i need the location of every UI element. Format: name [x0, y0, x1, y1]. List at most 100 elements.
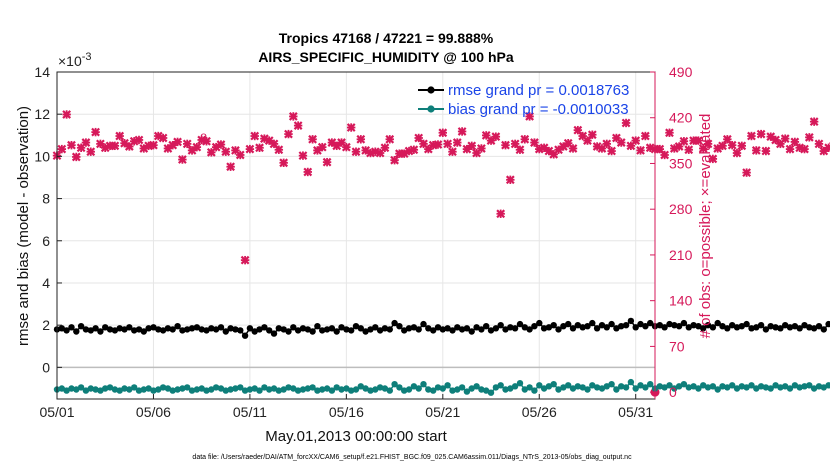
obs-evaluated-point — [438, 128, 448, 138]
bias-point — [531, 387, 538, 394]
bias-point — [92, 386, 99, 393]
bias-point — [405, 386, 413, 393]
bias-point — [810, 385, 818, 392]
rmse-point — [671, 322, 678, 329]
obs-evaluated-point — [221, 147, 231, 157]
bias-point — [135, 387, 143, 394]
bias-point — [357, 383, 364, 390]
obs-evaluated-point — [732, 148, 742, 158]
rmse-point — [261, 324, 268, 331]
bias-point — [767, 385, 774, 392]
rmse-point — [560, 323, 567, 330]
rmse-point — [545, 324, 553, 331]
rmse-point — [733, 324, 741, 331]
obs-evaluated-point — [67, 140, 76, 150]
rmse-point — [497, 322, 504, 329]
rmse-point — [285, 328, 292, 335]
bias-point — [169, 387, 176, 394]
rmse-point — [169, 326, 176, 333]
bias-point — [540, 385, 548, 392]
y-tick-label-left: 2 — [42, 317, 50, 333]
bias-point — [772, 382, 779, 389]
obs-evaluated-point — [684, 145, 694, 155]
rmse-point — [266, 327, 273, 334]
bias-point — [391, 381, 398, 388]
bias-point — [719, 383, 726, 390]
y-tick-label-left: 6 — [42, 233, 50, 249]
bias-point — [473, 383, 480, 390]
obs-evaluated-point — [443, 139, 453, 149]
y-tick-label-left: 4 — [42, 275, 50, 291]
rmse-point — [179, 327, 186, 334]
x-axis-label: May.01,2013 00:00:00 start — [265, 428, 447, 445]
bias-point — [73, 386, 80, 393]
obs-evaluated-point — [631, 136, 641, 145]
obs-evaluated-point — [742, 168, 752, 177]
rmse-point — [502, 326, 509, 333]
rmse-point — [569, 325, 577, 332]
rmse-point — [521, 324, 528, 331]
bias-point — [618, 383, 625, 390]
bias-point — [478, 386, 485, 393]
rmse-point — [188, 325, 196, 332]
rmse-point — [608, 320, 615, 328]
legend-rmse-marker — [427, 86, 435, 94]
rmse-point — [458, 326, 466, 333]
bias-point — [729, 382, 736, 389]
bias-point — [627, 378, 635, 386]
rmse-point — [415, 326, 422, 333]
rmse-point — [777, 325, 784, 332]
rmse-point — [743, 320, 750, 328]
rmse-point — [492, 325, 500, 332]
obs-evaluated-point — [182, 139, 192, 149]
bias-point — [430, 387, 437, 394]
obs-evaluated-point — [814, 139, 824, 149]
rmse-point — [97, 328, 104, 335]
bias-point — [603, 383, 610, 390]
obs-evaluated-point — [216, 140, 226, 149]
bias-point — [536, 382, 543, 389]
bias-point — [309, 384, 316, 391]
left-axis: 0 2 4 6 8 10 12 14 — [34, 64, 62, 375]
rmse-point — [111, 327, 119, 334]
rmse-point — [531, 323, 538, 330]
obs-evaluated-point — [751, 146, 761, 155]
obs-evaluated-point — [298, 151, 308, 161]
bias-point — [63, 387, 70, 394]
bias-point — [227, 386, 234, 393]
x-tick-label: 05/26 — [522, 404, 557, 420]
obs-evaluated-point — [525, 112, 534, 121]
rmse-point — [323, 326, 331, 333]
rmse-point — [299, 325, 307, 332]
bias-point — [511, 383, 519, 390]
rmse-point — [550, 322, 557, 329]
bias-point — [304, 385, 311, 392]
bias-point — [748, 382, 755, 389]
bias-point — [642, 384, 649, 391]
rmse-point — [463, 325, 471, 332]
rmse-point — [102, 324, 109, 331]
rmse-point — [647, 319, 654, 327]
obs-evaluated-point — [91, 127, 100, 137]
y-axis-label-left: rmse and bias (model - observation) — [15, 106, 32, 346]
rmse-point — [155, 326, 162, 333]
rmse-point — [675, 323, 683, 330]
rmse-point — [203, 327, 210, 334]
bias-point — [275, 387, 282, 394]
obs-evaluated-point — [317, 142, 327, 152]
obs-evaluated-point — [776, 139, 785, 149]
obs-evaluated-point — [173, 137, 182, 147]
obs-evaluated-point — [250, 131, 260, 141]
bias-point — [507, 385, 514, 392]
rmse-point — [314, 323, 321, 330]
x-tick-label: 05/11 — [233, 404, 267, 420]
obs-evaluated-point — [284, 129, 293, 139]
obs-evaluated-point — [149, 140, 158, 150]
obs-evaluated-point — [308, 134, 317, 144]
rmse-point — [642, 323, 649, 330]
rmse-point — [82, 326, 90, 333]
rmse-point — [584, 323, 591, 330]
rmse-point — [270, 330, 278, 337]
bias-point — [362, 385, 369, 392]
rmse-point — [680, 319, 688, 327]
